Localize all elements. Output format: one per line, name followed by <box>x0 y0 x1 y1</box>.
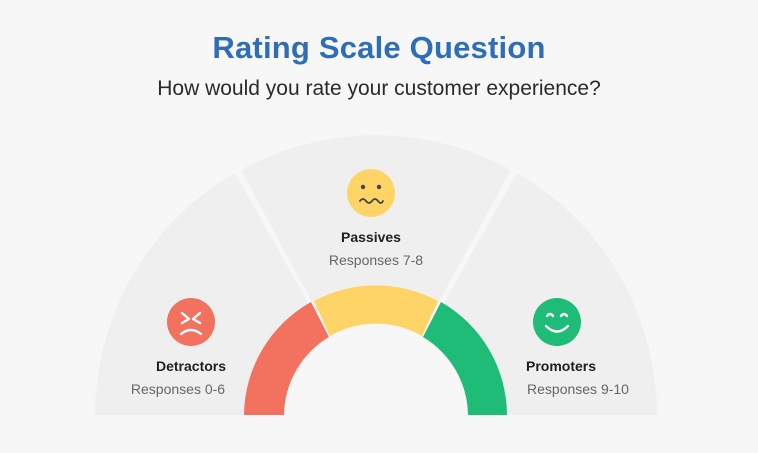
passives-range: Responses 7-8 <box>328 252 424 268</box>
promoters-range: Responses 9-10 <box>527 381 629 397</box>
sector-passives <box>241 135 511 313</box>
detractors-range: Responses 0-6 <box>130 381 226 397</box>
frowning-face-icon <box>167 298 215 346</box>
arc-detractors <box>244 302 329 415</box>
promoters-label: Promoters <box>525 358 597 374</box>
passives-label: Passives <box>341 229 401 245</box>
detractors-label: Detractors <box>155 358 227 374</box>
grimacing-face-icon <box>347 169 395 217</box>
smiling-face-icon <box>533 298 581 346</box>
arc-passives <box>314 285 438 336</box>
page-title: Rating Scale Question <box>212 30 546 65</box>
question-text: How would you rate your customer experie… <box>157 77 601 100</box>
arc-promoters <box>423 302 507 415</box>
